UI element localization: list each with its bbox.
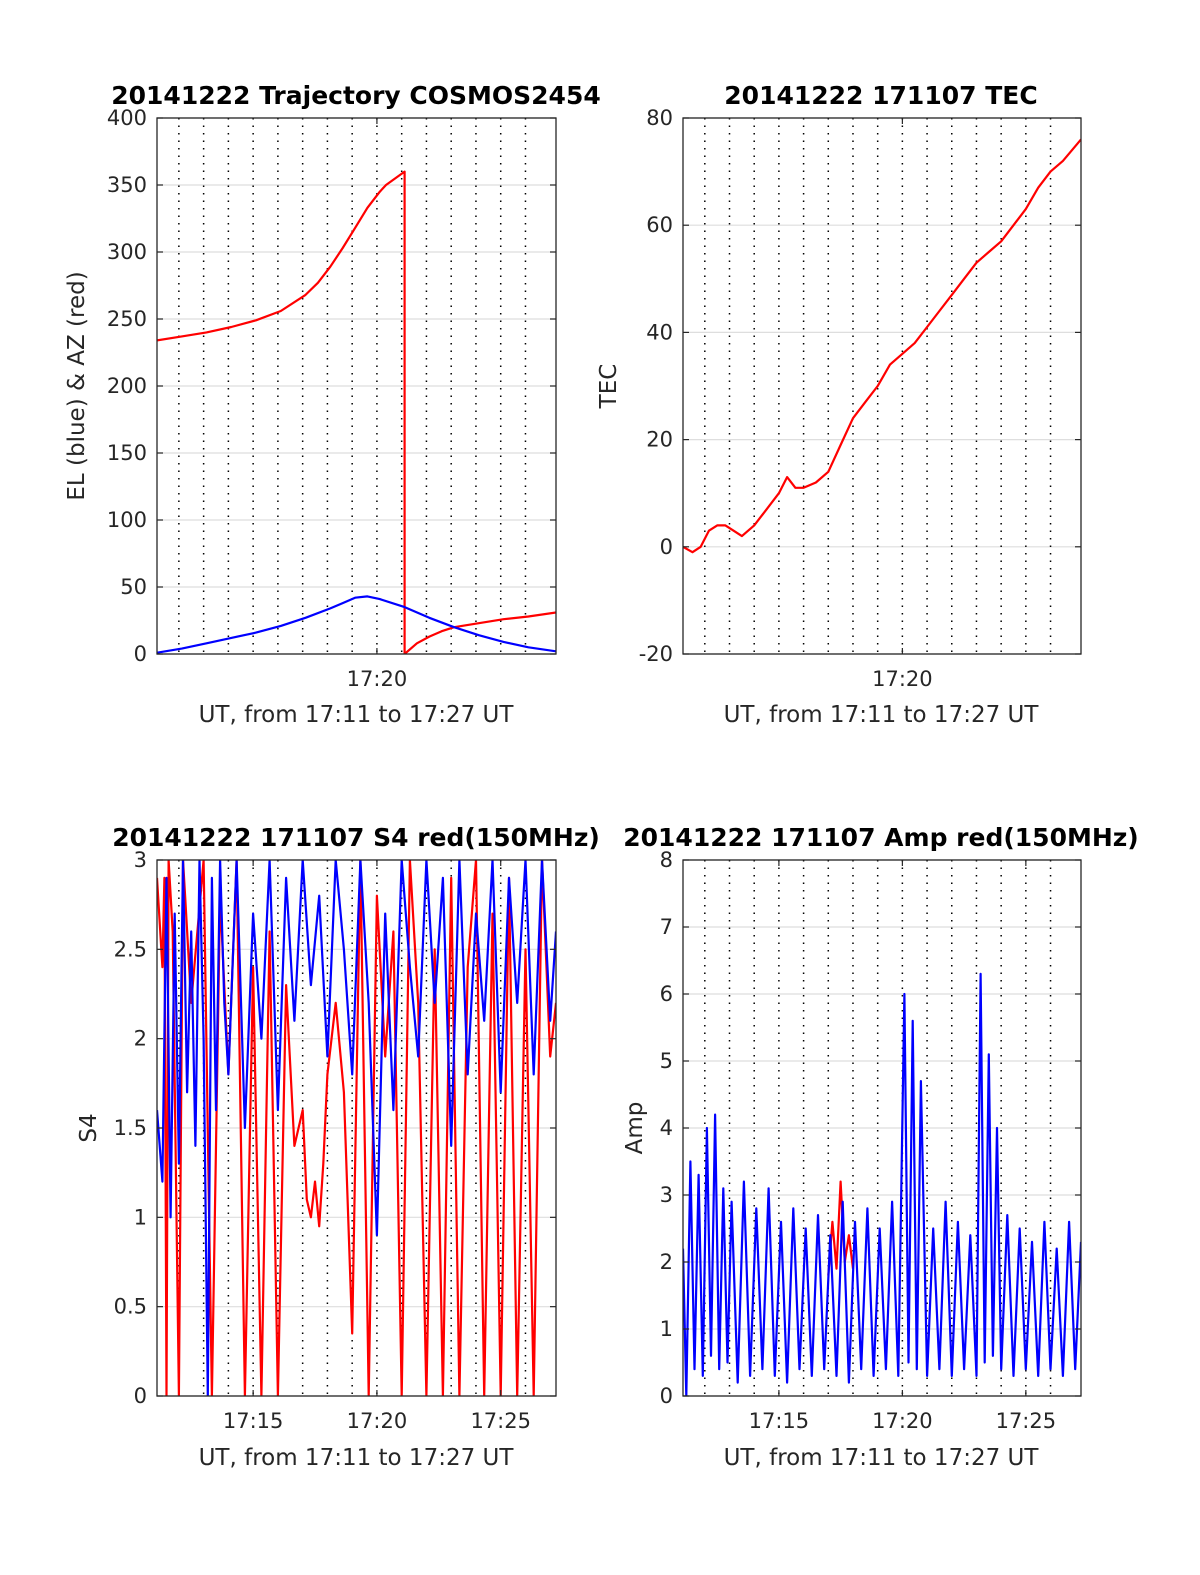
s4-y-tick-label: 2 <box>134 1027 147 1051</box>
tec-y-tick-label: -20 <box>639 642 673 666</box>
trajectory-y-tick-label: 350 <box>107 173 147 197</box>
trajectory-title: 20141222 Trajectory COSMOS2454 <box>111 81 601 110</box>
amp-plot-area: 0 1 2 3 4 5 6 7 8 17:15 17:20 17:25 <box>660 848 1082 1433</box>
amp-y-tick-label: 5 <box>660 1049 673 1073</box>
trajectory-y-tick-label: 150 <box>107 441 147 465</box>
amp-y-tick-label: 4 <box>660 1116 673 1140</box>
trajectory-panel: 20141222 Trajectory COSMOS2454 UT, from … <box>64 81 601 728</box>
tec-y-tick-label: 0 <box>660 535 673 559</box>
s4-x-label: UT, from 17:11 to 17:27 UT <box>199 1445 515 1471</box>
trajectory-series-line-0 <box>157 170 556 654</box>
tec-series-group <box>683 138 1081 554</box>
amp-y-tick-label: 2 <box>660 1250 673 1274</box>
s4-y-tick-label: 3 <box>134 848 147 872</box>
trajectory-y-tick-label: 400 <box>107 106 147 130</box>
s4-y-tick-label: 1 <box>134 1205 147 1229</box>
trajectory-y-tick-label: 250 <box>107 307 147 331</box>
amp-title: 20141222 171107 Amp red(150MHz) <box>623 823 1139 852</box>
trajectory-y-tick-label: 300 <box>107 240 147 264</box>
tec-panel: 20141222 171107 TEC UT, from 17:11 to 17… <box>596 81 1082 728</box>
tec-y-tick-label: 40 <box>646 320 673 344</box>
amp-x-tick-label: 17:20 <box>872 1409 933 1433</box>
s4-x-tick-label: 17:20 <box>347 1409 408 1433</box>
amp-x-tick-label: 17:25 <box>996 1409 1057 1433</box>
trajectory-x-tick-label: 17:20 <box>347 667 408 691</box>
s4-title: 20141222 171107 S4 red(150MHz) <box>112 823 600 852</box>
amp-y-tick-label: 3 <box>660 1183 673 1207</box>
tec-x-label: UT, from 17:11 to 17:27 UT <box>724 702 1040 728</box>
s4-y-tick-label: 1.5 <box>114 1116 147 1140</box>
amp-x-tick-label: 17:15 <box>749 1409 810 1433</box>
tec-x-tick-label: 17:20 <box>872 667 933 691</box>
s4-panel: 20141222 171107 S4 red(150MHz) UT, from … <box>76 823 600 1471</box>
trajectory-y-tick-label: 0 <box>134 642 147 666</box>
s4-y-label: S4 <box>76 1113 102 1142</box>
amp-y-tick-label: 1 <box>660 1317 673 1341</box>
trajectory-y-tick-label: 50 <box>120 575 147 599</box>
tec-title: 20141222 171107 TEC <box>724 81 1037 110</box>
amp-y-tick-label: 8 <box>660 848 673 872</box>
tec-series-line-0 <box>683 138 1081 554</box>
amp-series-line-1 <box>683 972 1081 1396</box>
s4-y-tick-label: 2.5 <box>114 937 147 961</box>
trajectory-x-label: UT, from 17:11 to 17:27 UT <box>199 702 515 728</box>
trajectory-plot-area: 0 50 100 150 200 250 300 350 400 17:20 <box>107 106 557 691</box>
amp-y-tick-label: 0 <box>660 1384 673 1408</box>
tec-y-tick-label: 60 <box>646 213 673 237</box>
amp-y-tick-label: 6 <box>660 982 673 1006</box>
s4-series-line-0 <box>157 860 556 1396</box>
amp-x-label: UT, from 17:11 to 17:27 UT <box>724 1445 1040 1471</box>
s4-series-line-1 <box>157 860 556 1396</box>
s4-series-group <box>157 860 556 1396</box>
tec-y-tick-label: 80 <box>646 106 673 130</box>
s4-x-tick-label: 17:15 <box>223 1409 284 1433</box>
amp-panel: 20141222 171107 Amp red(150MHz) UT, from… <box>622 823 1139 1471</box>
amp-y-tick-label: 7 <box>660 915 673 939</box>
s4-y-tick-label: 0.5 <box>114 1295 147 1319</box>
amp-y-label: Amp <box>622 1102 648 1155</box>
trajectory-series-line-1 <box>157 595 556 654</box>
amp-series-line-0 <box>827 1180 855 1276</box>
s4-y-tick-label: 0 <box>134 1384 147 1408</box>
s4-plot-area: 0 0.5 1 1.5 2 2.5 3 17:15 17:20 17:25 <box>114 848 557 1433</box>
s4-x-tick-label: 17:25 <box>470 1409 531 1433</box>
tec-plot-area: -20 0 20 40 60 80 17:20 <box>639 106 1082 691</box>
tec-axes-background <box>683 118 1081 654</box>
tec-axes-frame <box>682 117 1082 655</box>
tec-y-label: TEC <box>596 364 622 410</box>
trajectory-y-tick-label: 100 <box>107 508 147 532</box>
tec-y-tick-label: 20 <box>646 428 673 452</box>
trajectory-series-group <box>157 170 556 654</box>
trajectory-y-label: EL (blue) & AZ (red) <box>64 271 90 500</box>
amp-series-group <box>683 972 1081 1396</box>
trajectory-y-tick-label: 200 <box>107 374 147 398</box>
